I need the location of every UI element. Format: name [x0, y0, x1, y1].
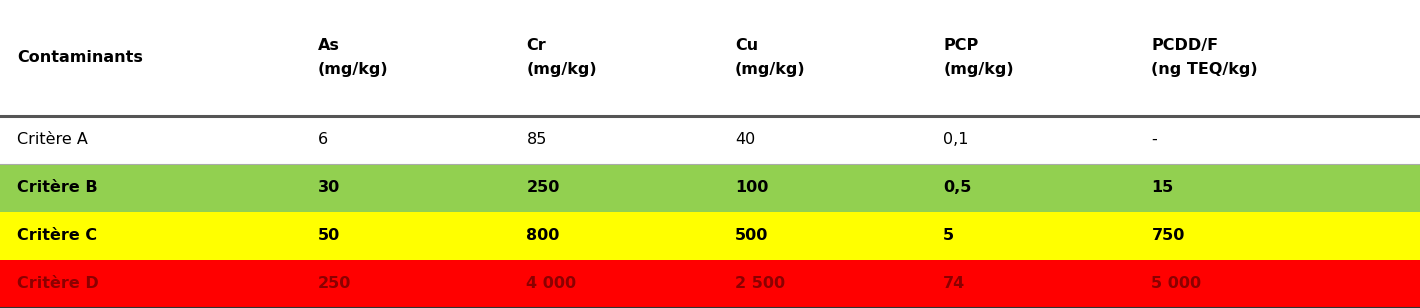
Bar	[0, 0, 1420, 116]
Text: 250: 250	[527, 180, 559, 195]
Text: Critère B: Critère B	[17, 180, 98, 195]
Text: (ng TEQ/kg): (ng TEQ/kg)	[1152, 62, 1258, 77]
Text: 100: 100	[734, 180, 768, 195]
Text: 74: 74	[943, 277, 966, 291]
Text: Critère C: Critère C	[17, 228, 97, 243]
Text: Cu: Cu	[734, 38, 758, 53]
Text: 4 000: 4 000	[527, 277, 577, 291]
Text: 50: 50	[318, 228, 341, 243]
Text: 0,1: 0,1	[943, 132, 968, 147]
Text: Contaminants: Contaminants	[17, 50, 143, 65]
Text: 30: 30	[318, 180, 341, 195]
Text: 15: 15	[1152, 180, 1174, 195]
Text: Critère D: Critère D	[17, 277, 99, 291]
Text: 250: 250	[318, 277, 351, 291]
Text: 40: 40	[734, 132, 755, 147]
Text: PCP: PCP	[943, 38, 978, 53]
Text: Cr: Cr	[527, 38, 547, 53]
Bar	[0, 116, 1420, 164]
Bar	[0, 260, 1420, 308]
Text: 5: 5	[943, 228, 954, 243]
Text: 0,5: 0,5	[943, 180, 971, 195]
Text: Critère A: Critère A	[17, 132, 88, 147]
Text: (mg/kg): (mg/kg)	[318, 62, 389, 77]
Text: As: As	[318, 38, 339, 53]
Text: 750: 750	[1152, 228, 1184, 243]
Text: 500: 500	[734, 228, 768, 243]
Text: (mg/kg): (mg/kg)	[527, 62, 596, 77]
Text: 6: 6	[318, 132, 328, 147]
Bar	[0, 212, 1420, 260]
Text: -: -	[1152, 132, 1157, 147]
Text: PCDD/F: PCDD/F	[1152, 38, 1218, 53]
Text: 800: 800	[527, 228, 559, 243]
Text: 85: 85	[527, 132, 547, 147]
Text: 2 500: 2 500	[734, 277, 785, 291]
Text: (mg/kg): (mg/kg)	[734, 62, 805, 77]
Bar	[0, 164, 1420, 212]
Text: (mg/kg): (mg/kg)	[943, 62, 1014, 77]
Text: 5 000: 5 000	[1152, 277, 1201, 291]
